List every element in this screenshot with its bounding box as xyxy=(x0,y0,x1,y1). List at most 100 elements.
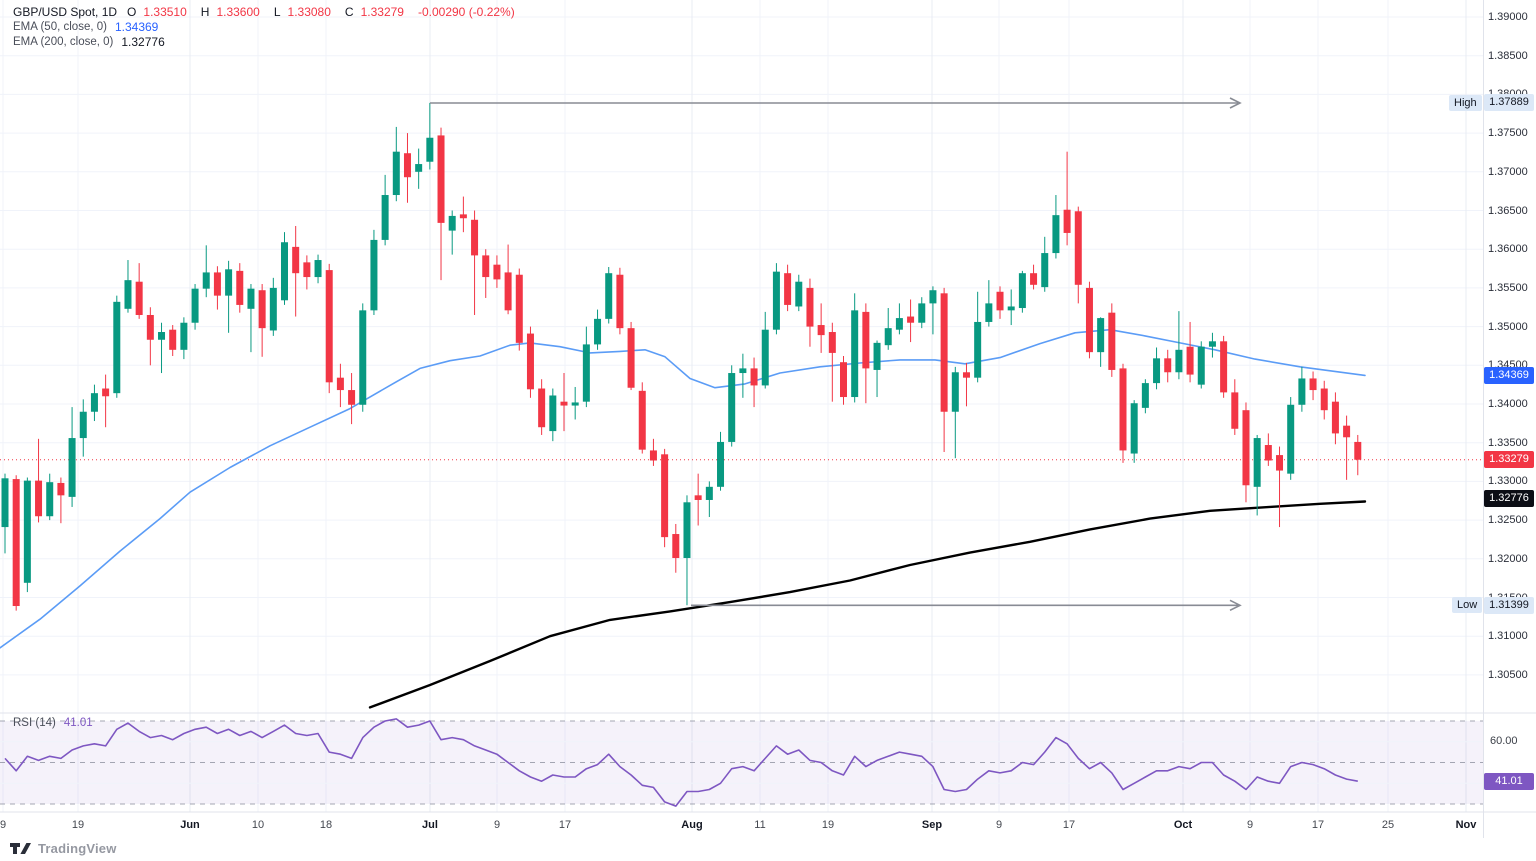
candle-body[interactable] xyxy=(772,271,780,330)
candle-body[interactable] xyxy=(616,274,624,329)
candle-body[interactable] xyxy=(471,219,479,256)
candle-body[interactable] xyxy=(1331,401,1339,434)
candle-body[interactable] xyxy=(269,287,277,331)
candle-body[interactable] xyxy=(1242,410,1250,486)
candle-body[interactable] xyxy=(873,342,881,370)
candle-body[interactable] xyxy=(918,303,926,323)
candle-body[interactable] xyxy=(806,287,814,327)
candle-body[interactable] xyxy=(750,368,758,386)
candle-body[interactable] xyxy=(795,281,803,307)
candle-body[interactable] xyxy=(1074,211,1082,285)
candle-body[interactable] xyxy=(124,280,132,309)
candle-body[interactable] xyxy=(325,270,333,383)
candle-body[interactable] xyxy=(1018,273,1026,309)
candle-body[interactable] xyxy=(1309,378,1317,391)
candle-body[interactable] xyxy=(359,310,367,405)
candle-body[interactable] xyxy=(113,301,121,394)
candle-body[interactable] xyxy=(247,288,255,309)
candle-body[interactable] xyxy=(381,195,389,240)
candle-body[interactable] xyxy=(158,332,166,340)
candle-body[interactable] xyxy=(292,246,300,274)
candle-body[interactable] xyxy=(627,328,635,388)
candle-body[interactable] xyxy=(1141,383,1149,408)
candle-body[interactable] xyxy=(1175,349,1183,373)
candle-body[interactable] xyxy=(35,480,43,517)
candle-body[interactable] xyxy=(526,333,534,390)
ema50-row[interactable]: EMA (50, close, 0) 1.34369 xyxy=(13,19,522,34)
candle-body[interactable] xyxy=(840,362,847,398)
candle-body[interactable] xyxy=(303,262,311,278)
candle-body[interactable] xyxy=(392,151,400,196)
candle-body[interactable] xyxy=(46,482,54,517)
candle-body[interactable] xyxy=(571,402,579,406)
candle-body[interactable] xyxy=(370,239,378,311)
candle-body[interactable] xyxy=(426,137,434,162)
candle-body[interactable] xyxy=(1097,318,1105,353)
candle-body[interactable] xyxy=(1164,358,1172,373)
candle-body[interactable] xyxy=(1264,445,1272,461)
candle-body[interactable] xyxy=(1320,388,1328,411)
candle-body[interactable] xyxy=(437,135,445,223)
candle-body[interactable] xyxy=(1108,312,1116,370)
candle-body[interactable] xyxy=(180,322,188,350)
candle-body[interactable] xyxy=(974,321,982,378)
candle-body[interactable] xyxy=(1220,341,1228,393)
candle-body[interactable] xyxy=(907,316,915,323)
candle-body[interactable] xyxy=(996,291,1004,311)
candle-body[interactable] xyxy=(717,441,725,487)
candle-body[interactable] xyxy=(884,328,892,346)
candle-body[interactable] xyxy=(415,164,423,172)
main-legend[interactable]: GBP/USD Spot, 1D O 1.33510 H 1.33600 L 1.3308… xyxy=(13,4,522,49)
candle-body[interactable] xyxy=(594,318,602,345)
candle-body[interactable] xyxy=(582,344,590,402)
candle-body[interactable] xyxy=(1007,306,1015,311)
tradingview-watermark[interactable]: TradingView xyxy=(10,841,117,856)
candle-body[interactable] xyxy=(1130,403,1138,454)
candle-body[interactable] xyxy=(448,215,456,231)
candle-body[interactable] xyxy=(102,388,110,397)
candle-body[interactable] xyxy=(1085,287,1093,353)
candle-body[interactable] xyxy=(1354,441,1362,460)
candle-body[interactable] xyxy=(1153,358,1161,384)
candle-body[interactable] xyxy=(12,479,20,607)
candle-body[interactable] xyxy=(1287,404,1295,474)
candle-body[interactable] xyxy=(1197,346,1205,385)
candle-body[interactable] xyxy=(1052,215,1060,254)
candle-body[interactable] xyxy=(169,329,177,350)
ema200-row[interactable]: EMA (200, close, 0) 1.32776 xyxy=(13,34,522,49)
candle-body[interactable] xyxy=(1186,346,1194,375)
candle-body[interactable] xyxy=(135,281,143,315)
candle-body[interactable] xyxy=(459,214,467,219)
candle-body[interactable] xyxy=(761,329,769,386)
candle-body[interactable] xyxy=(828,332,836,353)
rsi-line[interactable] xyxy=(4,718,1358,807)
candle-body[interactable] xyxy=(348,390,356,405)
candle-body[interactable] xyxy=(258,290,266,329)
candle-body[interactable] xyxy=(1119,368,1127,451)
candle-body[interactable] xyxy=(538,388,546,428)
candle-body[interactable] xyxy=(1,478,9,528)
rsi-legend[interactable]: RSI (14) 41.01 xyxy=(13,716,93,730)
candle-body[interactable] xyxy=(79,411,87,439)
candle-body[interactable] xyxy=(68,438,76,497)
candle-body[interactable] xyxy=(314,260,322,278)
candle-body[interactable] xyxy=(23,480,31,583)
candle-body[interactable] xyxy=(784,273,792,305)
candle-body[interactable] xyxy=(1276,455,1284,471)
candle-body[interactable] xyxy=(1253,438,1261,487)
candle-body[interactable] xyxy=(1030,273,1038,285)
candle-body[interactable] xyxy=(940,293,948,412)
candle-body[interactable] xyxy=(705,486,713,500)
candle-body[interactable] xyxy=(515,274,523,343)
ema200-line[interactable] xyxy=(368,500,1367,709)
candle-body[interactable] xyxy=(728,373,736,442)
symbol-row[interactable]: GBP/USD Spot, 1D O 1.33510 H 1.33600 L 1.3308… xyxy=(13,4,522,19)
candle-body[interactable] xyxy=(403,153,411,178)
candle-body[interactable] xyxy=(672,534,680,559)
candle-body[interactable] xyxy=(1041,253,1049,288)
candle-body[interactable] xyxy=(683,502,691,559)
candle-body[interactable] xyxy=(1343,425,1351,438)
candle-body[interactable] xyxy=(851,310,859,398)
candle-body[interactable] xyxy=(493,264,501,280)
